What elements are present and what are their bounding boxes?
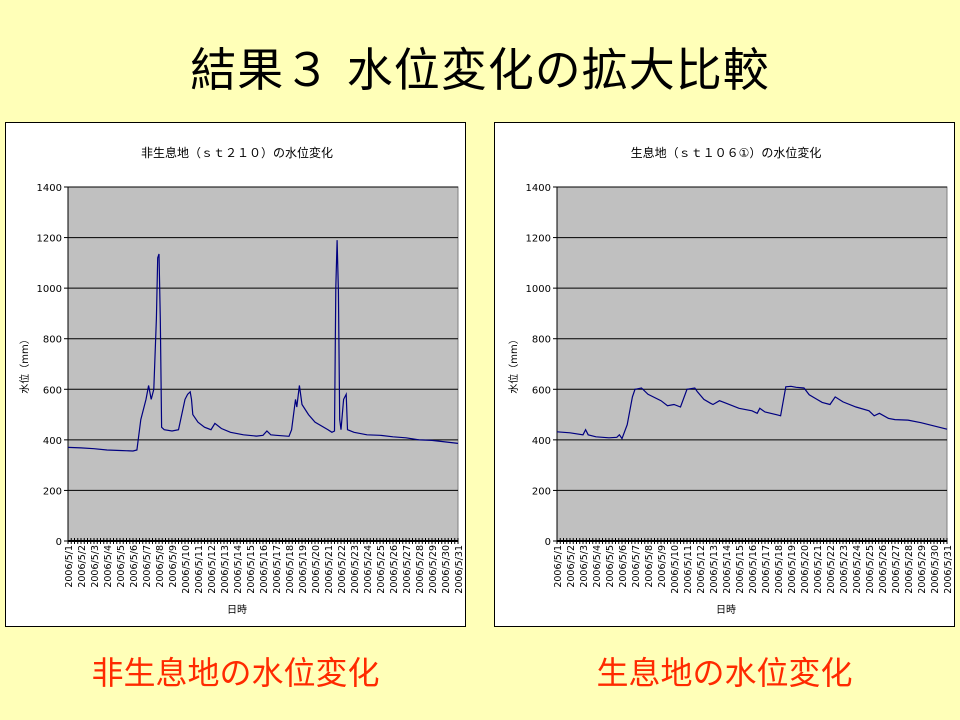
x-tick-label: 2006/5/7 (631, 545, 642, 588)
x-tick-label: 2006/5/9 (657, 545, 668, 588)
x-tick-label: 2006/5/19 (298, 545, 309, 594)
slide-title: 結果３ 水位変化の拡大比較 (190, 43, 770, 97)
y-tick-label: 400 (43, 436, 62, 447)
series-line (556, 385, 948, 440)
x-tick-label: 2006/5/1 (64, 545, 75, 588)
series-line (67, 240, 459, 452)
x-tick-label: 2006/5/4 (103, 545, 114, 588)
y-tick-label: 800 (43, 335, 62, 346)
x-tick-label: 2006/5/23 (350, 545, 361, 594)
x-tick-label: 2006/5/25 (865, 545, 876, 594)
y-tick-label: 1400 (37, 183, 62, 194)
x-tick-label: 2006/5/8 (155, 545, 166, 588)
x-tick-label: 2006/5/9 (168, 545, 179, 588)
x-tick-label: 2006/5/13 (709, 545, 720, 594)
x-axis-label: 日時 (716, 604, 736, 616)
x-tick-label: 2006/5/10 (181, 545, 192, 594)
x-tick-label: 2006/5/30 (441, 545, 452, 594)
caption-non-habitat: 非生息地の水位変化 (91, 654, 380, 692)
x-tick-label: 2006/5/31 (943, 545, 954, 594)
chart-non-habitat-svg: 非生息地（ｓｔ２１０）の水位変化 0 200 400 600 800 1000 1200 140… (18, 145, 465, 616)
y-tick-label: 800 (532, 335, 551, 346)
x-tick-label: 2006/5/15 (246, 545, 257, 594)
x-tick-label: 2006/5/22 (826, 545, 837, 594)
x-tick-label: 2006/5/26 (878, 545, 889, 594)
y-axis-label: 水位（mm） (507, 334, 520, 393)
x-tick-label: 2006/5/21 (324, 545, 335, 594)
chart-non-habitat: 非生息地（ｓｔ２１０）の水位変化 0 200 400 600 800 1000 1200 140… (5, 122, 466, 627)
x-tick-label: 2006/5/7 (142, 545, 153, 588)
x-tick-label: 2006/5/11 (194, 545, 205, 594)
y-axis-label: 水位（mm） (18, 334, 31, 393)
x-tick-label: 2006/5/12 (207, 545, 218, 594)
x-tick-label: 2006/5/28 (415, 545, 426, 594)
x-tick-label: 2006/5/21 (813, 545, 824, 594)
x-tick-label: 2006/5/15 (735, 545, 746, 594)
x-tick-label: 2006/5/22 (337, 545, 348, 594)
y-tick-label: 1000 (526, 284, 551, 295)
x-tick-label: 2006/5/19 (787, 545, 798, 594)
x-tick-label: 2006/5/17 (761, 545, 772, 594)
x-tick-label: 2006/5/10 (670, 545, 681, 594)
x-tick-label: 2006/5/18 (285, 545, 296, 594)
x-tick-label: 2006/5/26 (389, 545, 400, 594)
x-tick-label: 2006/5/8 (644, 545, 655, 588)
chart-title: 非生息地（ｓｔ２１０）の水位変化 (141, 145, 333, 160)
plot-area (556, 186, 948, 542)
x-tick-label: 2006/5/14 (233, 545, 244, 594)
x-tick-label: 2006/5/3 (579, 545, 590, 588)
plot-area (67, 186, 459, 542)
y-tick-label: 1000 (37, 284, 62, 295)
x-tick-label: 2006/5/4 (592, 545, 603, 588)
caption-habitat: 生息地の水位変化 (596, 654, 853, 692)
x-tick-label: 2006/5/23 (839, 545, 850, 594)
x-tick-label: 2006/5/29 (917, 545, 928, 594)
x-tick-label: 2006/5/2 (566, 545, 577, 588)
x-tick-label: 2006/5/31 (454, 545, 465, 594)
x-tick-label: 2006/5/20 (311, 545, 322, 594)
x-tick-label: 2006/5/24 (363, 545, 374, 594)
chart-habitat-svg: 生息地（ｓｔ１０６①）の水位変化 0 200 400 600 800 1000 1200 140… (507, 145, 954, 616)
x-tick-label: 2006/5/3 (90, 545, 101, 588)
x-tick-label: 2006/5/30 (930, 545, 941, 594)
x-tick-label: 2006/5/6 (129, 545, 140, 588)
x-tick-label: 2006/5/6 (618, 545, 629, 588)
x-tick-label: 2006/5/25 (376, 545, 387, 594)
x-tick-label: 2006/5/2 (77, 545, 88, 588)
y-tick-label: 1400 (526, 183, 551, 194)
x-tick-label: 2006/5/1 (553, 545, 564, 588)
x-axis-label: 日時 (227, 604, 247, 616)
y-tick-label: 1200 (37, 234, 62, 245)
y-tick-label: 1200 (526, 234, 551, 245)
x-tick-label: 2006/5/11 (683, 545, 694, 594)
y-tick-label: 200 (43, 486, 62, 497)
x-tick-label: 2006/5/16 (259, 545, 270, 594)
x-tick-label: 2006/5/20 (800, 545, 811, 594)
y-tick-label: 200 (532, 486, 551, 497)
y-tick-label: 600 (532, 385, 551, 396)
x-tick-label: 2006/5/16 (748, 545, 759, 594)
x-tick-label: 2006/5/5 (116, 545, 127, 588)
x-tick-label: 2006/5/27 (402, 545, 413, 594)
x-tick-label: 2006/5/14 (722, 545, 733, 594)
x-tick-label: 2006/5/27 (891, 545, 902, 594)
y-tick-label: 0 (545, 537, 551, 548)
x-tick-label: 2006/5/5 (605, 545, 616, 588)
x-tick-label: 2006/5/13 (220, 545, 231, 594)
chart-title: 生息地（ｓｔ１０６①）の水位変化 (631, 145, 822, 160)
x-tick-label: 2006/5/28 (904, 545, 915, 594)
chart-habitat: 生息地（ｓｔ１０６①）の水位変化 0 200 400 600 800 1000 1200 140… (494, 122, 955, 627)
x-tick-label: 2006/5/12 (696, 545, 707, 594)
x-tick-label: 2006/5/29 (428, 545, 439, 594)
y-tick-label: 0 (56, 537, 62, 548)
x-tick-label: 2006/5/24 (852, 545, 863, 594)
y-tick-label: 600 (43, 385, 62, 396)
y-tick-label: 400 (532, 436, 551, 447)
x-tick-label: 2006/5/17 (272, 545, 283, 594)
x-tick-label: 2006/5/18 (774, 545, 785, 594)
